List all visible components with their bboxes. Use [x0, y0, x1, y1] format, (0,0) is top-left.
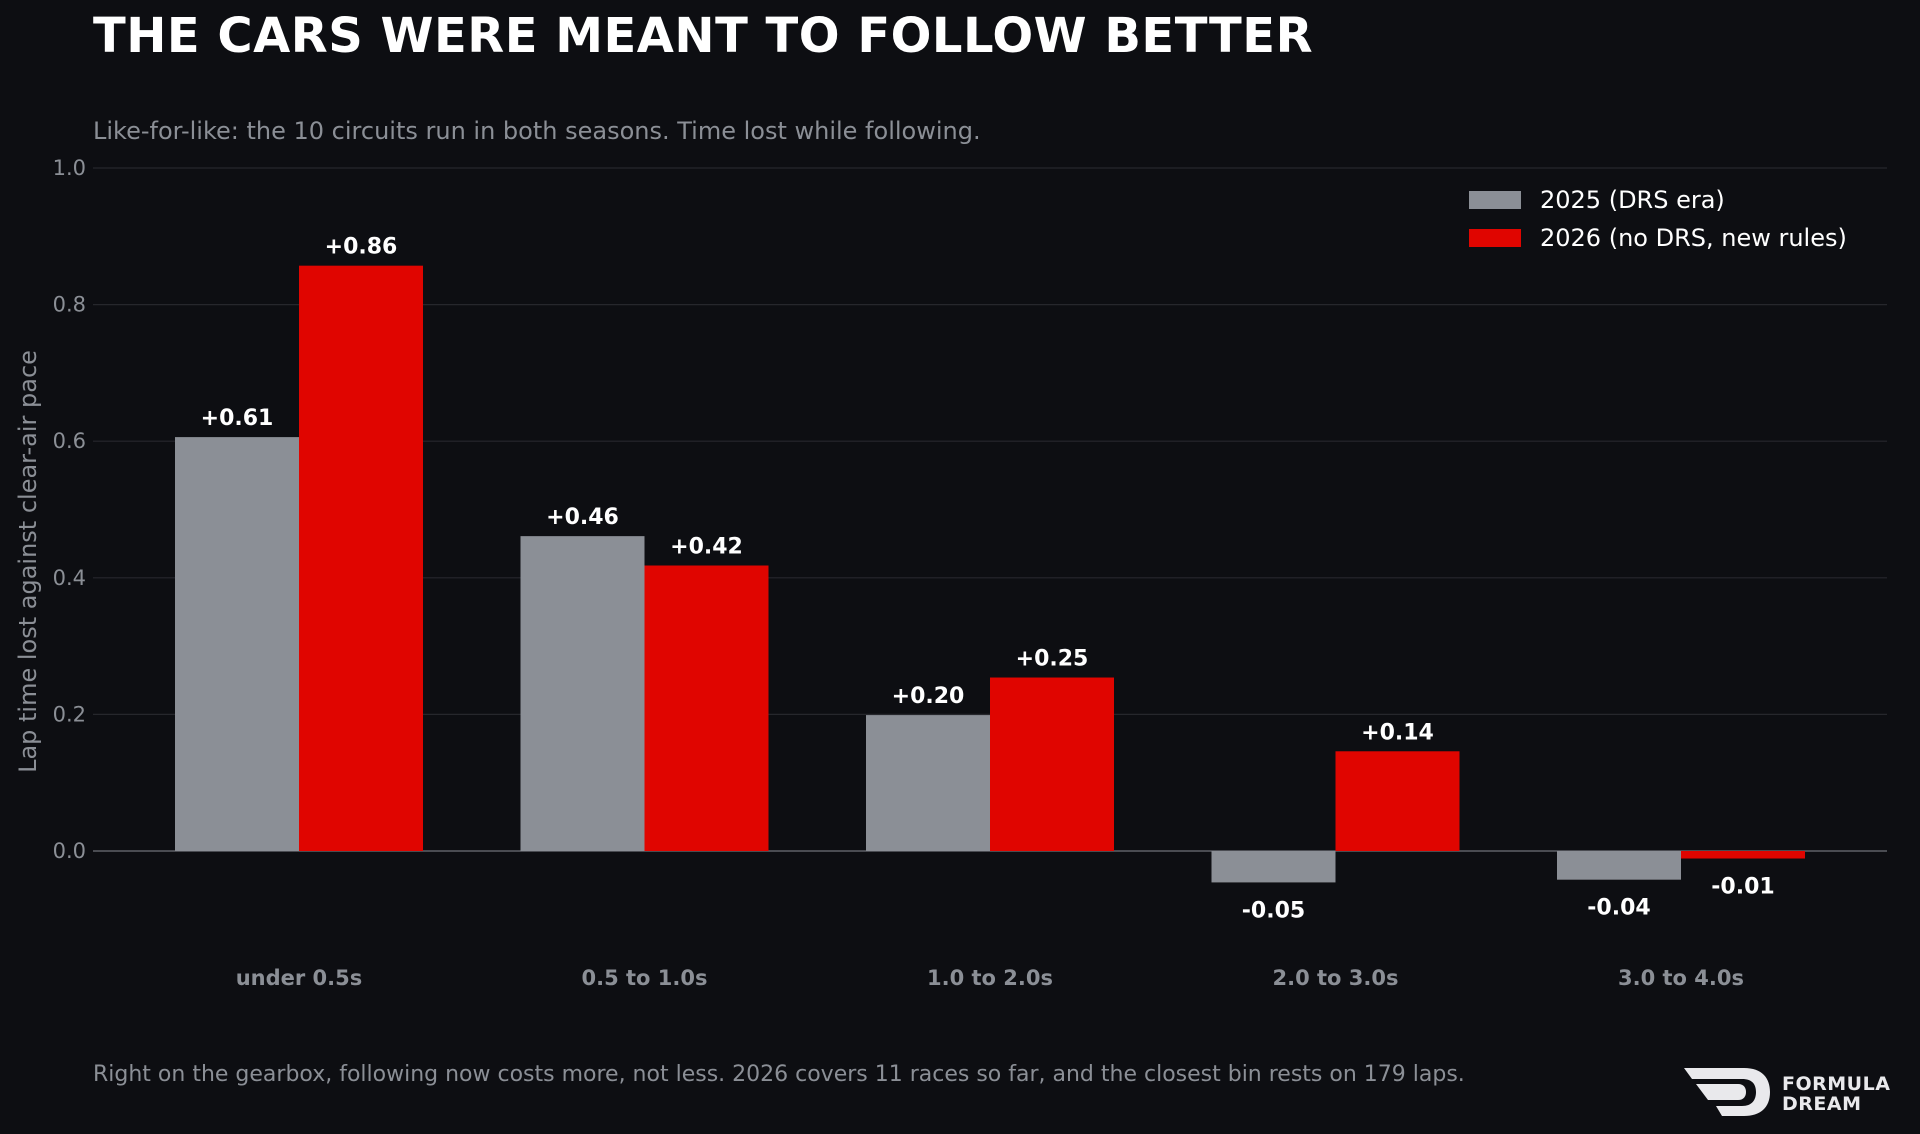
bar: [990, 677, 1114, 851]
bar-value-label: +0.61: [201, 406, 274, 431]
bar: [1335, 751, 1460, 851]
y-tick-label: 1.0: [53, 156, 86, 180]
y-tick-label: 0.8: [53, 293, 86, 317]
x-tick-label: 0.5 to 1.0s: [582, 966, 708, 990]
bar-value-label: -0.04: [1587, 896, 1650, 921]
logo-line-2: DREAM: [1782, 1093, 1862, 1115]
legend-swatch: [1469, 191, 1521, 209]
y-tick-label: 0.0: [53, 839, 86, 863]
y-tick-label: 0.6: [53, 429, 86, 453]
x-tick-label: 1.0 to 2.0s: [927, 966, 1053, 990]
bar-value-label: -0.01: [1711, 875, 1774, 900]
legend-swatch: [1469, 229, 1521, 247]
formula-dream-logo: FORMULA DREAM: [1682, 1064, 1907, 1120]
bar: [175, 437, 299, 851]
y-tick-label: 0.4: [53, 566, 86, 590]
bar: [866, 715, 990, 851]
bar-value-label: +0.42: [670, 535, 743, 560]
bar: [520, 536, 645, 851]
bar-value-label: +0.14: [1361, 720, 1434, 745]
y-tick-label: 0.2: [53, 702, 86, 726]
bar: [1557, 851, 1681, 880]
chart-subtitle: Like-for-like: the 10 circuits run in bo…: [93, 117, 981, 145]
legend-label: 2026 (no DRS, new rules): [1540, 224, 1847, 252]
bar: [299, 265, 423, 851]
formula-dream-logo-icon: [1684, 1068, 1770, 1116]
x-tick-label: 3.0 to 4.0s: [1618, 966, 1744, 990]
logo-line-1: FORMULA: [1782, 1073, 1891, 1095]
bar: [1681, 851, 1805, 859]
legend-label: 2025 (DRS era): [1540, 186, 1725, 214]
x-tick-label: 2.0 to 3.0s: [1273, 966, 1399, 990]
bar: [644, 565, 769, 851]
chart-title: THE CARS WERE MEANT TO FOLLOW BETTER: [93, 8, 1314, 64]
bar-value-label: +0.46: [546, 505, 619, 530]
y-axis-label: Lap time lost against clear-air pace: [14, 350, 42, 773]
bar-value-label: -0.05: [1242, 898, 1305, 923]
chart-footnote: Right on the gearbox, following now cost…: [93, 1062, 1465, 1087]
bar-value-label: +0.86: [325, 235, 398, 260]
bar-value-label: +0.20: [892, 684, 965, 709]
bar: [1211, 851, 1336, 883]
x-tick-label: under 0.5s: [236, 966, 363, 990]
bar-value-label: +0.25: [1016, 647, 1089, 672]
